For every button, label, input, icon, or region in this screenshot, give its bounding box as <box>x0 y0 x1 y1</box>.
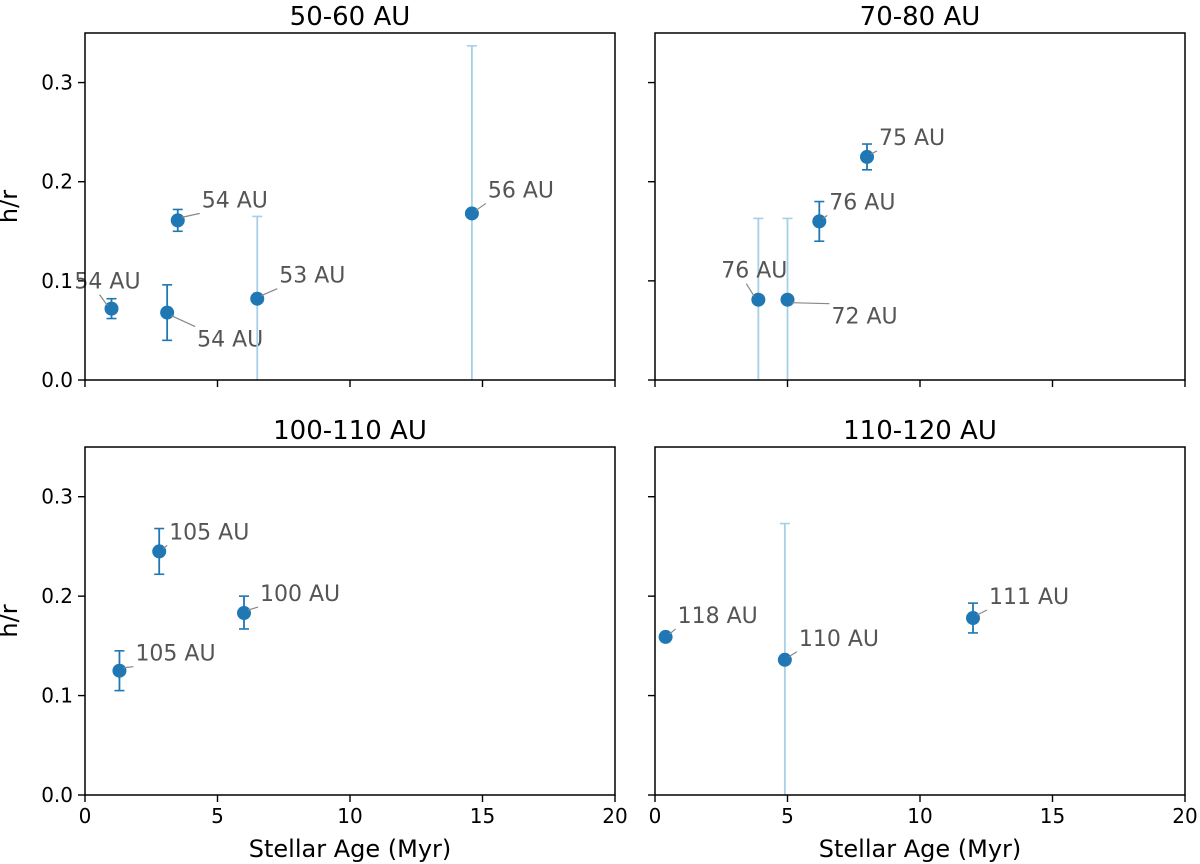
y-axis-label: h/r <box>0 190 23 223</box>
annotation-leader <box>745 283 755 298</box>
chart-panel: 100-110 AU 0.0 0.1 0.2 0.3 0 5 10 15 20 h/r Stellar… <box>0 416 628 863</box>
panel-title: 50-60 AU <box>290 2 411 32</box>
y-tick-label: 0.0 <box>41 783 73 807</box>
point-annotation: 76 AU <box>829 190 895 215</box>
x-tick-label: 20 <box>602 804 627 828</box>
axes-frame <box>654 32 1186 381</box>
x-tick-label: 5 <box>781 804 794 828</box>
axes-frame <box>84 446 616 796</box>
y-axis-label: h/r <box>0 604 23 637</box>
y-tick-label: 0.2 <box>41 584 73 608</box>
data-point <box>170 213 185 228</box>
axes-frame <box>84 32 616 381</box>
data-point <box>104 301 119 316</box>
annotation-leader <box>99 294 108 306</box>
axes-frame <box>654 446 1186 796</box>
x-axis-label: Stellar Age (Myr) <box>819 835 1022 863</box>
point-annotation: 72 AU <box>832 305 898 330</box>
y-tick-label: 0.1 <box>41 269 73 293</box>
point-annotation: 54 AU <box>197 328 263 353</box>
panel-title: 100-110 AU <box>273 416 427 446</box>
data-point <box>751 292 766 307</box>
panel-title: 70-80 AU <box>860 2 981 32</box>
annotation-leader <box>162 544 168 549</box>
point-annotation: 110 AU <box>799 627 879 652</box>
y-tick-label: 0.2 <box>41 170 73 194</box>
data-point <box>160 305 175 320</box>
annotation-leader <box>475 202 487 211</box>
x-tick-label: 0 <box>79 804 92 828</box>
chart-panel: 110-120 AU 0 5 10 15 20 Stellar Age (Myr) 118 A… <box>648 416 1198 863</box>
data-point <box>658 629 673 644</box>
annotation-leader <box>247 606 259 611</box>
point-annotation: 100 AU <box>260 582 340 607</box>
x-tick-label: 10 <box>337 804 362 828</box>
point-annotation: 105 AU <box>169 520 249 545</box>
data-point <box>112 663 127 678</box>
x-axis-label: Stellar Age (Myr) <box>249 835 452 863</box>
data-point <box>780 292 795 307</box>
y-tick-label: 0.1 <box>41 684 73 708</box>
point-annotation: 54 AU <box>202 188 268 213</box>
data-point <box>464 206 479 221</box>
annotation-leader <box>170 315 196 328</box>
annotation-leader <box>261 288 278 297</box>
y-tick-label: 0.0 <box>41 368 73 392</box>
x-tick-label: 15 <box>1040 804 1065 828</box>
data-point <box>237 606 251 621</box>
point-annotation: 56 AU <box>488 178 554 203</box>
x-tick-label: 20 <box>1172 804 1197 828</box>
x-tick-label: 5 <box>211 804 224 828</box>
data-point <box>250 291 265 306</box>
y-tick-label: 0.3 <box>41 485 73 509</box>
point-annotation: 105 AU <box>135 642 215 667</box>
point-annotation: 118 AU <box>678 604 758 629</box>
chart-panel: 70-80 AU 75 AU 76 AU 76 AU 72 AU <box>648 2 1186 387</box>
data-point <box>777 652 792 667</box>
annotation-leader <box>870 150 878 155</box>
annotation-leader <box>976 609 988 616</box>
x-tick-label: 15 <box>470 804 495 828</box>
annotation-leader <box>788 651 798 658</box>
point-annotation: 111 AU <box>989 585 1069 610</box>
x-tick-label: 0 <box>649 804 662 828</box>
annotation-leader <box>181 212 200 218</box>
point-annotation: 75 AU <box>879 126 945 151</box>
x-tick-label: 10 <box>907 804 932 828</box>
panel-title: 110-120 AU <box>843 416 997 446</box>
data-point <box>966 611 980 626</box>
point-annotation: 76 AU <box>721 259 787 284</box>
annotation-leader <box>822 214 828 219</box>
annotation-leader <box>791 302 830 305</box>
annotation-leader <box>669 628 676 635</box>
data-point <box>860 149 874 164</box>
data-point <box>812 214 827 229</box>
data-point <box>152 544 167 559</box>
point-annotation: 53 AU <box>279 264 345 289</box>
y-tick-label: 0.3 <box>41 71 73 95</box>
annotation-leader <box>123 666 134 669</box>
